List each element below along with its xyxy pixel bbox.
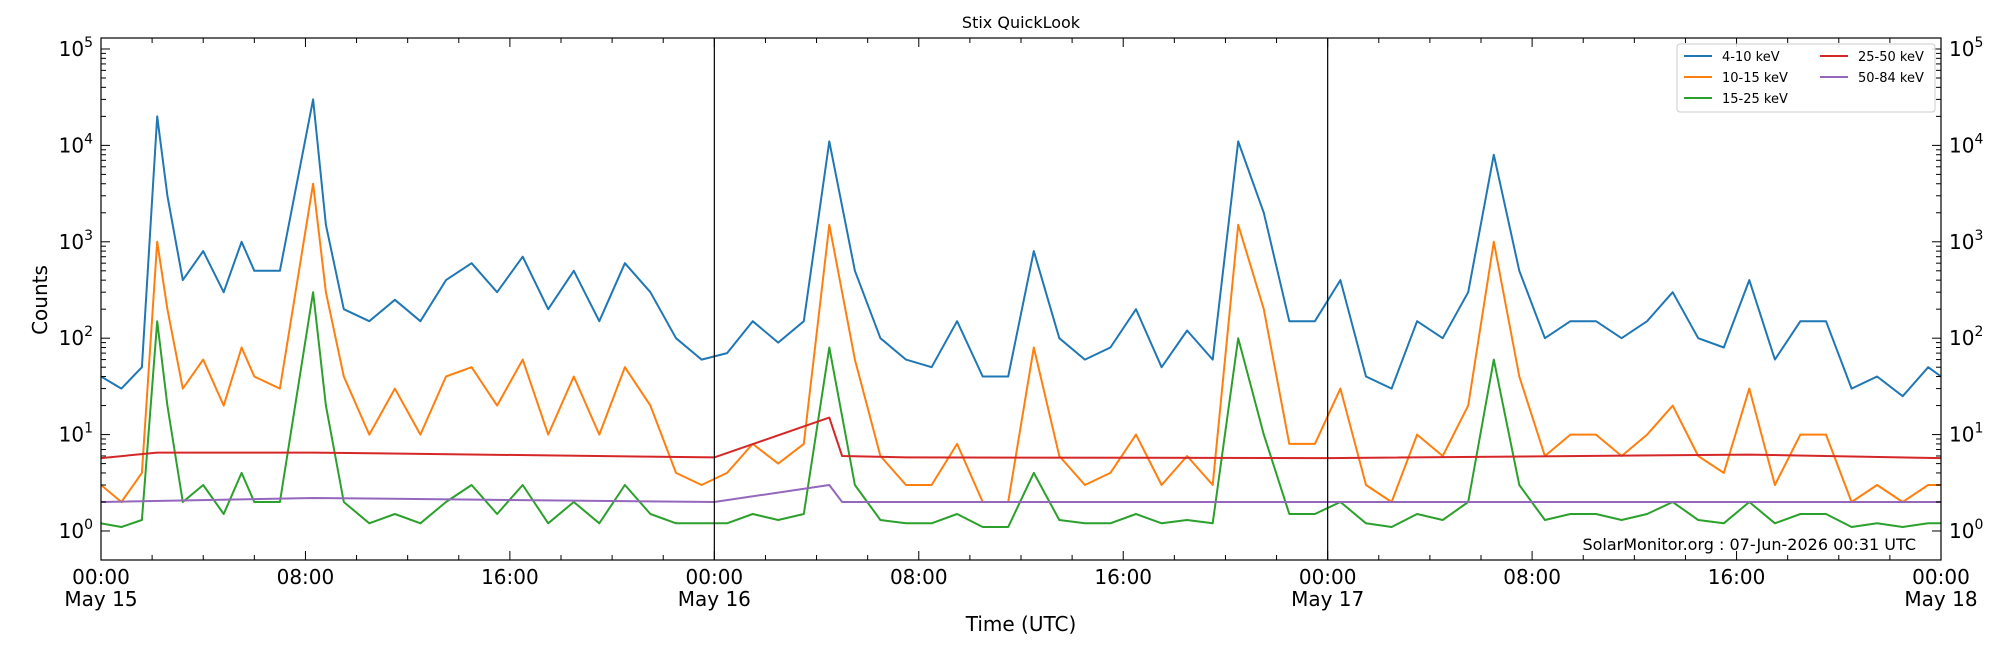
y-tick-label-left: 103 — [59, 228, 93, 254]
y-tick-label-right: 102 — [1949, 324, 1983, 350]
legend-label: 10-15 keV — [1722, 71, 1788, 86]
x-tick-label-date: May 15 — [64, 587, 137, 611]
y-tick-label-left: 100 — [59, 517, 93, 543]
x-tick-label-time: 00:00 — [72, 565, 130, 589]
legend-label: 4-10 keV — [1722, 50, 1780, 65]
x-tick-label-time: 16:00 — [1708, 565, 1766, 589]
series-line-1 — [101, 98, 1941, 398]
chart-title: Stix QuickLook — [962, 13, 1081, 32]
y-axis: 100 100 101 101 102 102 103 103 104 104 105 105 — [59, 35, 1984, 543]
watermark-annotation: SolarMonitor.org : 07-Jun-2026 00:31 UTC — [1582, 535, 1916, 554]
x-tick-label-time: 16:00 — [481, 565, 539, 589]
x-tick-label-time: 00:00 — [686, 565, 744, 589]
legend-label: 25-50 keV — [1858, 50, 1924, 65]
y-tick-label-left: 102 — [59, 324, 93, 350]
plot-frame — [100, 37, 1942, 561]
x-tick-label-date: May 18 — [1904, 587, 1977, 611]
x-tick-label-time: 16:00 — [1094, 565, 1152, 589]
legend-label: 15-25 keV — [1722, 92, 1788, 107]
x-tick-label-time: 08:00 — [277, 565, 335, 589]
y-tick-label-right: 105 — [1949, 35, 1983, 61]
series-line-3 — [101, 291, 1941, 528]
x-axis-label: Time (UTC) — [965, 612, 1077, 636]
x-tick-label-time: 08:00 — [890, 565, 948, 589]
series-line-4 — [101, 416, 1941, 460]
y-tick-label-left: 101 — [59, 421, 93, 447]
x-tick-label-time: 00:00 — [1299, 565, 1357, 589]
legend-label: 50-84 keV — [1858, 71, 1924, 86]
y-axis-label: Counts — [28, 265, 52, 335]
y-tick-label-right: 103 — [1949, 228, 1983, 254]
y-tick-label-right: 104 — [1949, 131, 1983, 157]
series-layer — [101, 98, 1941, 528]
x-tick-label-time: 08:00 — [1503, 565, 1561, 589]
x-tick-label-date: May 16 — [678, 587, 751, 611]
y-tick-label-left: 105 — [59, 35, 93, 61]
y-tick-label-right: 100 — [1949, 517, 1983, 543]
y-tick-label-right: 101 — [1949, 421, 1983, 447]
day-boundary-layer — [713, 38, 1329, 560]
y-tick-label-left: 104 — [59, 131, 93, 157]
x-tick-label-date: May 17 — [1291, 587, 1364, 611]
legend: 4-10 keV 10-15 keV 15-25 keV 25-50 keV 50-84… — [1676, 43, 1936, 113]
legend-box — [1676, 43, 1936, 113]
x-tick-label-time: 00:00 — [1912, 565, 1970, 589]
